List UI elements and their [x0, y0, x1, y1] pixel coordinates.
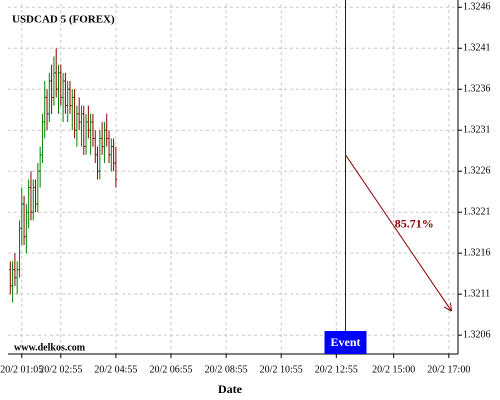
event-label: Event	[331, 335, 361, 349]
forecast-label: 85.71%	[395, 216, 434, 230]
y-tick-label: 1.3236	[463, 84, 491, 95]
x-tick-label: 20/2 01:05	[0, 364, 43, 375]
x-tick-label: 20/2 17:00	[427, 364, 470, 375]
x-tick-label: 20/2 15:00	[372, 364, 415, 375]
x-tick-label: 20/2 02:55	[39, 364, 82, 375]
x-tick-label: 20/2 10:55	[260, 364, 303, 375]
grid	[8, 4, 458, 354]
y-tick-label: 1.3231	[463, 125, 491, 136]
y-tick-label: 1.3226	[463, 166, 491, 177]
x-tick-label: 20/2 12:55	[315, 364, 358, 375]
y-tick-label: 1.3241	[463, 43, 491, 54]
y-tick-label: 1.3206	[463, 329, 491, 340]
y-tick-label: 1.3211	[463, 288, 490, 299]
forecast-arrow	[345, 154, 452, 311]
event-box	[324, 331, 367, 354]
y-tick-label: 1.3221	[463, 206, 491, 217]
x-tick-label: 20/2 08:55	[205, 364, 248, 375]
y-tick-label: 1.3216	[463, 247, 491, 258]
y-tick-label: 1.3246	[463, 2, 491, 13]
x-axis-title: Date	[218, 382, 243, 396]
x-tick-label: 20/2 04:55	[94, 364, 137, 375]
watermark: www.delkos.com	[14, 342, 86, 353]
chart-title: USDCAD 5 (FOREX)	[12, 14, 115, 26]
x-tick-label: 20/2 06:55	[149, 364, 192, 375]
